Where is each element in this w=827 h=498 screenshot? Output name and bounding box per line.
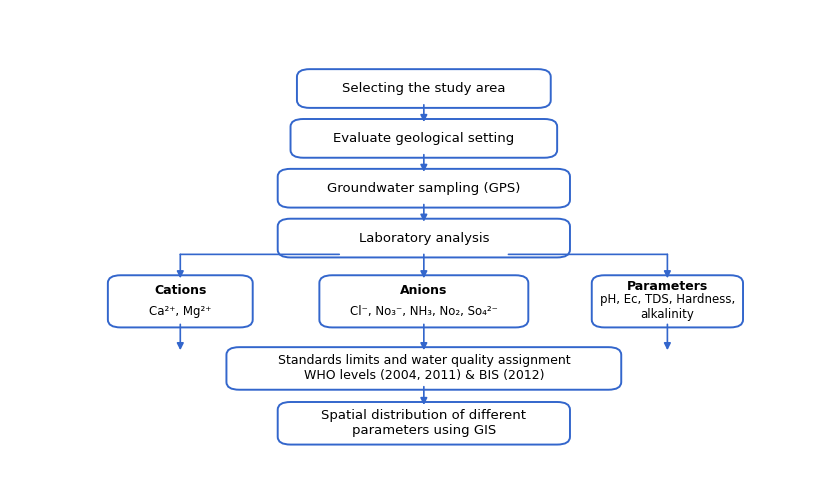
Text: Laboratory analysis: Laboratory analysis — [359, 232, 489, 245]
Text: Parameters: Parameters — [627, 280, 708, 293]
FancyBboxPatch shape — [290, 119, 557, 158]
FancyBboxPatch shape — [592, 275, 743, 327]
Text: Anions: Anions — [400, 284, 447, 297]
Text: Selecting the study area: Selecting the study area — [342, 82, 505, 95]
FancyBboxPatch shape — [319, 275, 528, 327]
FancyBboxPatch shape — [278, 219, 570, 257]
FancyBboxPatch shape — [278, 169, 570, 208]
Text: Standards limits and water quality assignment
WHO levels (2004, 2011) & BIS (201: Standards limits and water quality assig… — [278, 355, 570, 382]
FancyBboxPatch shape — [278, 402, 570, 445]
Text: Ca²⁺, Mg²⁺: Ca²⁺, Mg²⁺ — [149, 305, 212, 318]
FancyBboxPatch shape — [108, 275, 253, 327]
FancyBboxPatch shape — [297, 69, 551, 108]
Text: pH, Ec, TDS, Hardness,
alkalinity: pH, Ec, TDS, Hardness, alkalinity — [600, 293, 735, 322]
Text: Evaluate geological setting: Evaluate geological setting — [333, 132, 514, 145]
Text: Spatial distribution of different
parameters using GIS: Spatial distribution of different parame… — [322, 409, 526, 437]
Text: Cations: Cations — [154, 284, 207, 297]
Text: Groundwater sampling (GPS): Groundwater sampling (GPS) — [327, 182, 520, 195]
Text: Cl⁻, No₃⁻, NH₃, No₂, So₄²⁻: Cl⁻, No₃⁻, NH₃, No₂, So₄²⁻ — [350, 305, 498, 318]
FancyBboxPatch shape — [227, 347, 621, 390]
